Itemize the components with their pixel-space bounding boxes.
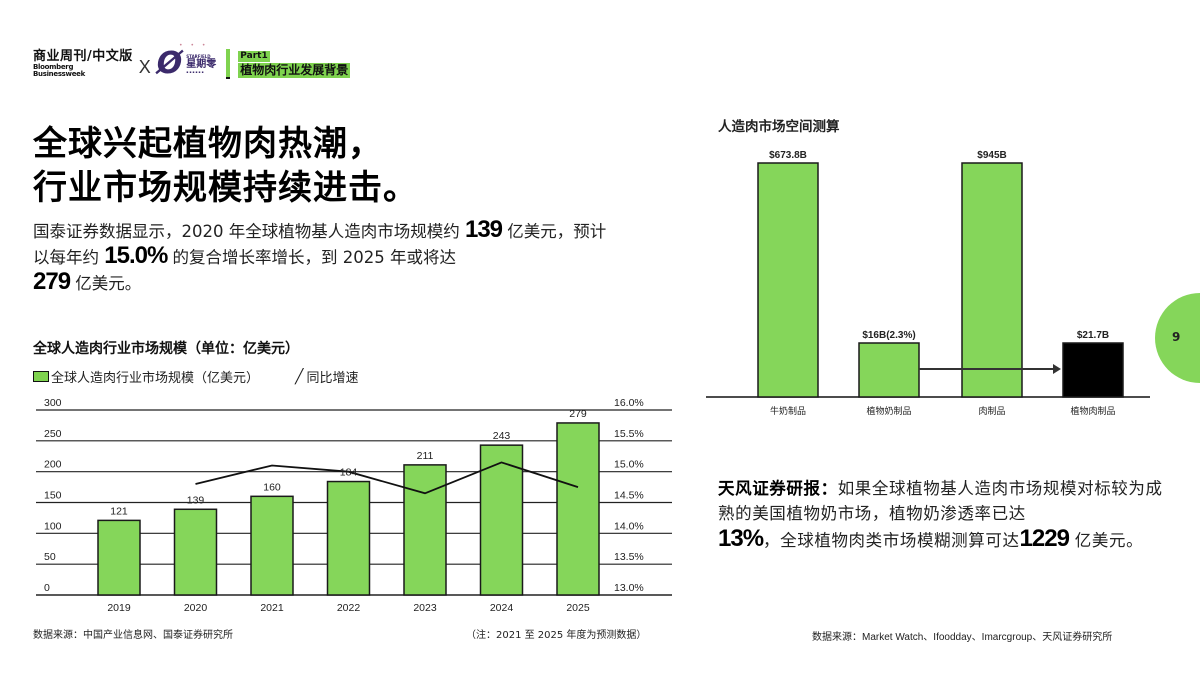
title-line-1: 全球兴起植物肉热潮， [33,124,383,164]
quote-lead: 天风证券研报： [718,479,838,498]
legend-bar-label: 全球人造肉行业市场规模（亿美元） [51,371,260,386]
left-chart-note: （注：2021 至 2025 年度为预测数据） [466,630,647,641]
svg-text:15.0%: 15.0% [614,459,644,471]
logo-dots-icon: • • • [179,42,209,49]
chart-bars [97,422,600,596]
part-title: 植物肉行业发展背景 [238,62,351,78]
growth-line [195,461,579,495]
svg-text:2022: 2022 [337,602,361,614]
svg-text:300: 300 [44,397,62,409]
intro-text: 亿美元。 [70,274,142,293]
brand-en-2: Businessweek [33,70,85,78]
brand-en-1: Bloomberg [33,63,74,71]
market-space-bars: $673.8B 牛奶制品 $16B(2.3%) 植物奶制品 $945B 肉制品 $21.7B… [706,150,1150,417]
research-quote: 天风证券研报：如果全球植物基人造肉市场规模对标较为成熟的美国植物奶市场，植物奶渗… [718,476,1178,553]
svg-text:$673.8B: $673.8B [769,150,807,161]
quote-text: ，全球植物肉类市场模糊测算可达 [763,531,1020,550]
intro-text: 国泰证券数据显示，2020 年全球植物基人造肉市场规模约 [33,222,465,241]
legend-line-icon: ╱ [295,368,304,385]
page-title: 全球兴起植物肉热潮， 行业市场规模持续进击。 [33,122,418,210]
svg-text:肉制品: 肉制品 [978,405,1005,417]
svg-text:15.5%: 15.5% [614,428,644,440]
intro-number: 279 [33,268,71,295]
section-label: Part1 植物肉行业发展背景 [238,50,351,78]
svg-text:243: 243 [493,430,511,442]
quote-text: 亿美元。 [1068,531,1144,550]
svg-text:13.5%: 13.5% [614,551,644,563]
svg-text:植物肉制品: 植物肉制品 [1070,405,1115,417]
svg-text:$16B(2.3%): $16B(2.3%) [862,330,915,341]
partner-dots: ▪▪▪▪▪▪ [186,70,205,74]
svg-text:100: 100 [44,520,62,532]
svg-text:$945B: $945B [977,150,1006,161]
market-space-chart: $673.8B 牛奶制品 $16B(2.3%) 植物奶制品 $945B 肉制品 $21.7B… [706,150,1150,417]
svg-text:139: 139 [187,494,205,506]
svg-text:13.0%: 13.0% [614,582,644,594]
page-header: 商业周刊/中文版 Bloomberg Businessweek X • • • … [33,42,351,84]
svg-text:160: 160 [263,481,281,493]
svg-text:150: 150 [44,490,62,502]
title-line-2: 行业市场规模持续进击。 [33,168,418,208]
left-chart-source: 数据来源：中国产业信息网、国泰证券研究所 [33,630,233,641]
left-chart-legend: 全球人造肉行业市场规模（亿美元） ╱ 同比增速 [33,367,358,386]
quote-number: 1229 [1019,525,1070,552]
svg-text:14.0%: 14.0% [614,520,644,532]
cross-icon: X [138,56,151,77]
intro-text: 的复合增长率增长，到 2025 年或将达 [167,248,457,267]
svg-text:2020: 2020 [184,602,208,614]
intro-number: 139 [464,216,503,243]
svg-text:50: 50 [44,551,56,563]
chart-labels: 0 13.0% 50 13.5% 100 14.0% 150 14.5% 200 15.0% 250… [44,397,644,614]
quote-text: 如果全球植物基人造肉市场规模对标较为成熟的美国植物奶市场，植物奶渗透率已达 [718,479,1163,523]
svg-text:2023: 2023 [413,602,437,614]
part-divider [226,49,231,79]
right-chart-title: 人造肉市场空间测算 [718,119,840,135]
intro-paragraph: 国泰证券数据显示，2020 年全球植物基人造肉市场规模约 139 亿美元，预计以… [33,218,613,296]
starfield-logo: • • • Ø STARFIELD 星期零 ▪▪▪▪▪▪ [156,42,217,81]
quote-number: 13% [718,525,764,552]
svg-text:2021: 2021 [260,602,284,614]
svg-text:植物奶制品: 植物奶制品 [866,405,911,417]
svg-text:211: 211 [417,450,434,462]
bloomberg-businessweek-logo: 商业周刊/中文版 Bloomberg Businessweek [33,50,133,78]
market-size-chart: 0 13.0% 50 13.5% 100 14.0% 150 14.5% 200 15.0% 250… [36,397,672,614]
svg-text:0: 0 [44,582,50,594]
left-chart-title: 全球人造肉行业市场规模（单位：亿美元） [33,341,299,357]
svg-text:250: 250 [44,428,62,440]
part-label: Part1 [238,50,270,62]
intro-text: 亿美元，预计以每年约 [33,222,607,267]
svg-text:14.5%: 14.5% [614,490,644,502]
svg-text:121: 121 [110,505,128,517]
legend-bar-swatch-icon [33,371,49,382]
svg-text:200: 200 [44,459,62,471]
intro-number: 15.0% [104,242,168,269]
page-number: 9 [1172,330,1181,344]
legend-line-label: 同比增速 [306,371,359,386]
brand-cn: 商业周刊/中文版 [33,49,133,64]
right-chart-source: 数据来源：Market Watch、Ifoodday、Imarcgroup、天风… [812,632,1113,643]
svg-text:$21.7B: $21.7B [1077,330,1109,341]
svg-text:2019: 2019 [107,602,131,614]
starfield-mark-icon: Ø [156,46,183,81]
partner-small: STARFIELD [186,54,211,59]
partner-name: 星期零 [186,59,217,70]
svg-text:279: 279 [569,408,587,420]
svg-text:184: 184 [340,467,358,479]
svg-text:牛奶制品: 牛奶制品 [770,405,806,417]
svg-text:2024: 2024 [490,602,514,614]
svg-text:16.0%: 16.0% [614,397,644,409]
svg-text:2025: 2025 [566,602,590,614]
